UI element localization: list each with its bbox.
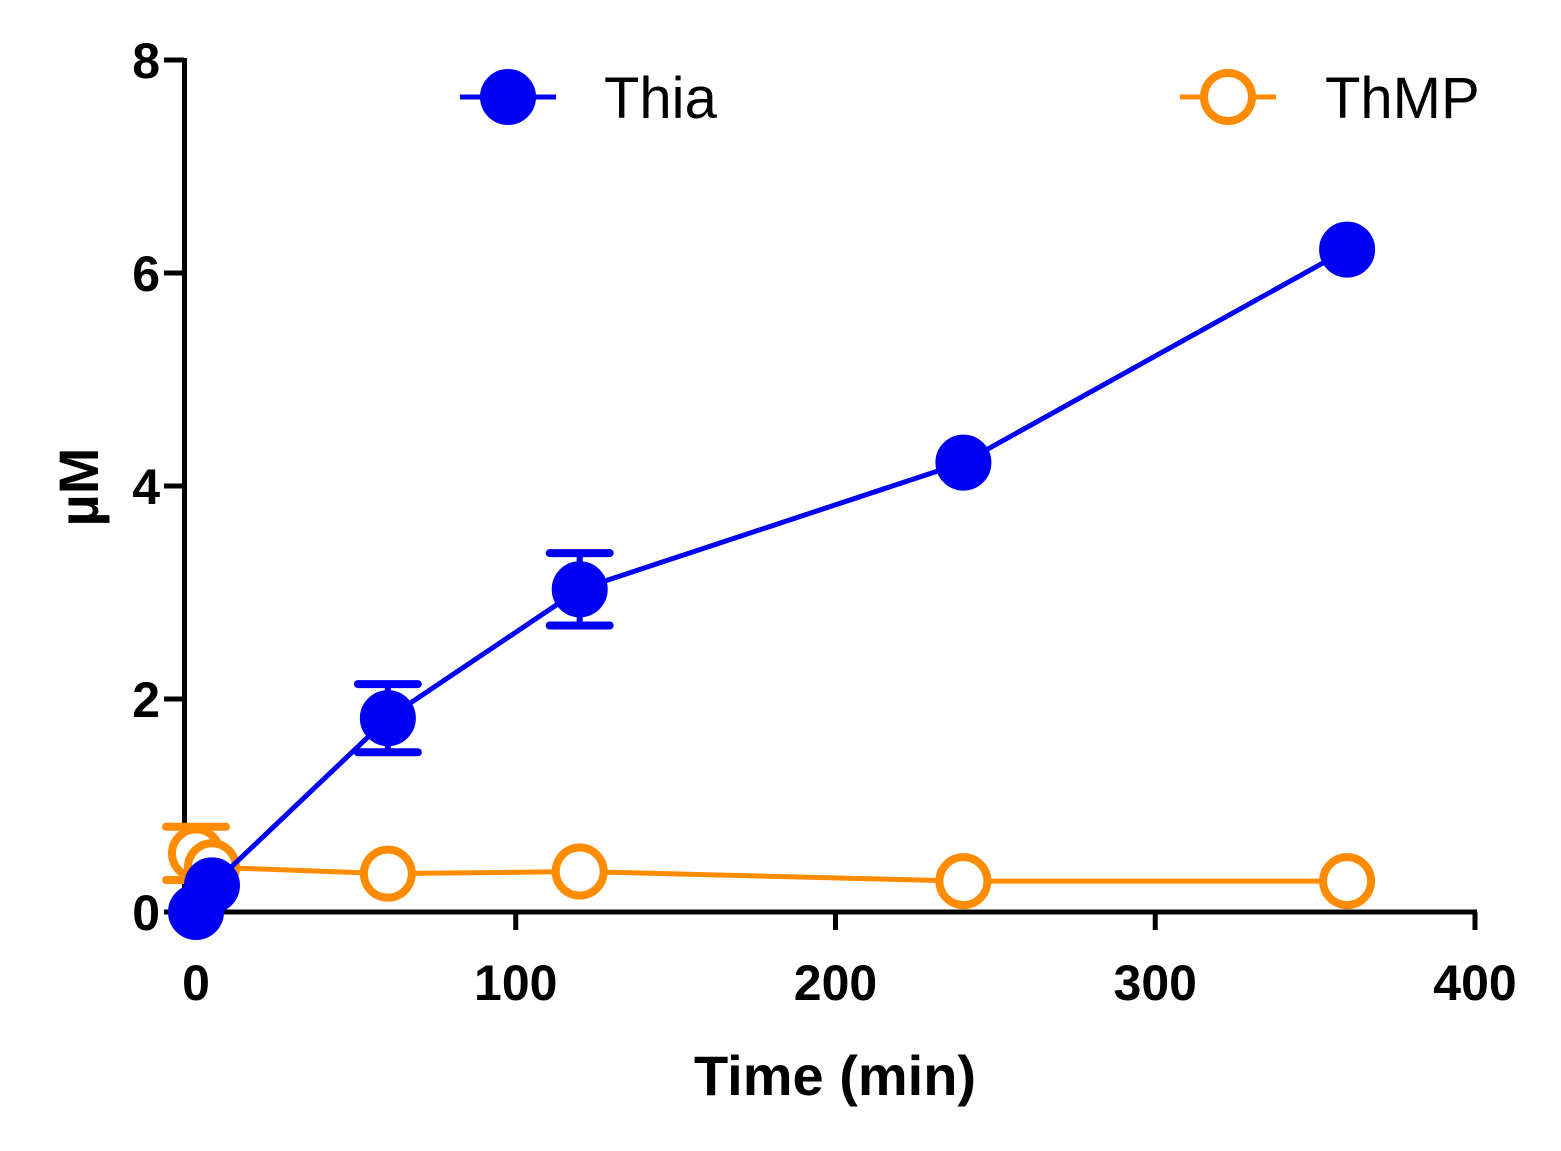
legend-marker-thmp bbox=[1200, 69, 1256, 125]
legend-item-thia: Thia bbox=[460, 66, 718, 131]
legend: Thia ThMP bbox=[460, 66, 1480, 131]
thia-line bbox=[193, 247, 1349, 914]
y-tick-label-4: 8 bbox=[132, 33, 160, 89]
legend-label-thia: Thia bbox=[604, 66, 718, 131]
x-tick-label-2: 200 bbox=[794, 955, 877, 1011]
axes bbox=[182, 58, 1477, 915]
y-tick-label-0: 0 bbox=[132, 885, 160, 941]
legend-marker-thia bbox=[480, 69, 536, 125]
thmp-point-3 bbox=[551, 843, 608, 900]
thmp-point-5 bbox=[1319, 853, 1376, 910]
thia-point-4 bbox=[935, 434, 992, 491]
x-tick-label-1: 100 bbox=[474, 955, 557, 1011]
x-axis-title: Time (min) bbox=[694, 1044, 976, 1107]
thmp-point-4 bbox=[935, 853, 992, 910]
thia-point-5 bbox=[1319, 221, 1376, 278]
x-tick-label-4: 400 bbox=[1433, 955, 1516, 1011]
legend-item-thmp: ThMP bbox=[1180, 66, 1480, 131]
y-tick-label-2: 4 bbox=[132, 459, 160, 515]
thia-point-2 bbox=[359, 690, 416, 747]
thmp-point-2 bbox=[359, 845, 416, 902]
series-thia bbox=[168, 221, 1376, 940]
x-tick-label-3: 300 bbox=[1114, 955, 1197, 1011]
x-tick-label-0: 0 bbox=[182, 955, 210, 1011]
y-tick-label-3: 6 bbox=[132, 246, 160, 302]
thia-point-1 bbox=[183, 857, 240, 914]
y-tick-label-1: 2 bbox=[132, 672, 160, 728]
thia-point-3 bbox=[551, 561, 608, 618]
legend-label-thmp: ThMP bbox=[1325, 66, 1480, 131]
ticks: 0 100 200 300 400 0 2 4 6 8 bbox=[132, 33, 1517, 1011]
series-thmp bbox=[162, 822, 1376, 910]
y-axis-title: µM bbox=[47, 448, 110, 527]
series-layer bbox=[162, 221, 1376, 940]
